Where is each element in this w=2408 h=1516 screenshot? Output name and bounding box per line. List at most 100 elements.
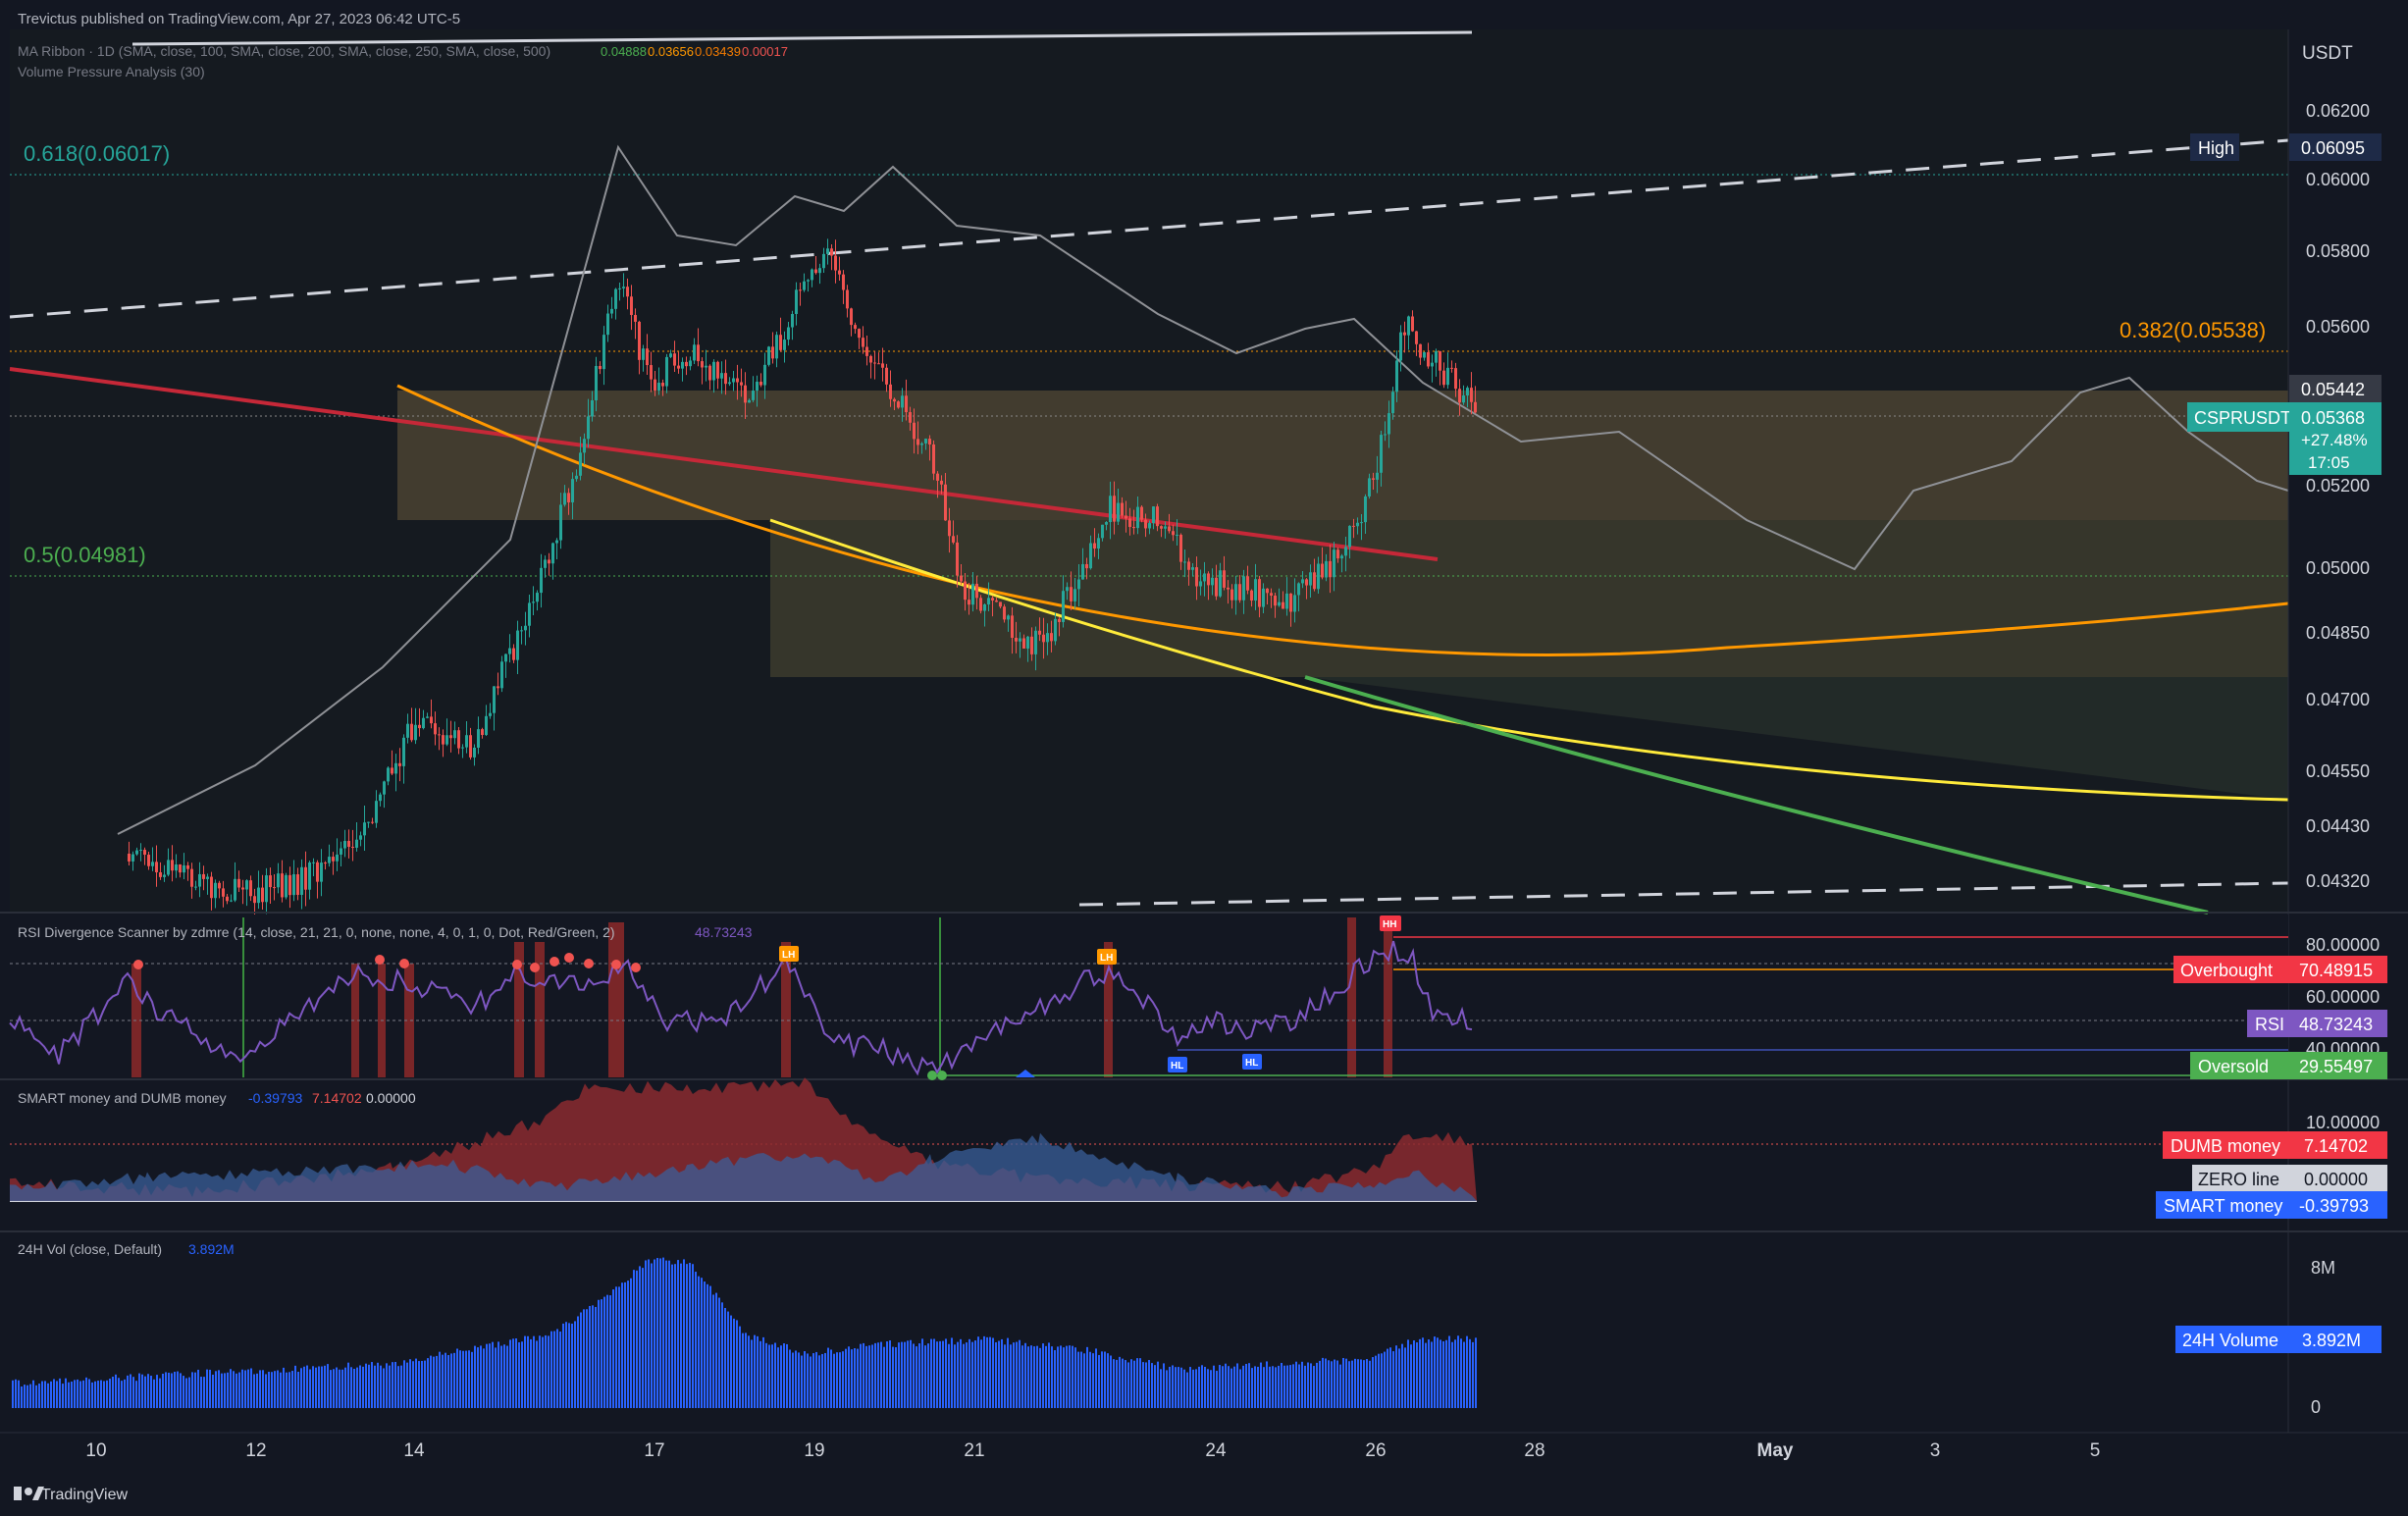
price-tick: 0.04320: [2306, 871, 2370, 891]
volume-bar: [330, 1370, 332, 1408]
candle-body: [614, 288, 617, 309]
volume-bar: [627, 1281, 629, 1408]
dashed-support-line: [1078, 881, 2289, 907]
candle-body: [1317, 563, 1320, 590]
candle-body: [968, 600, 970, 605]
volume-bar: [1148, 1360, 1150, 1408]
volume-bar: [1448, 1335, 1450, 1408]
candle-body: [1152, 506, 1155, 524]
smart-legend[interactable]: SMART money and DUMB money: [18, 1090, 227, 1106]
volume-bar: [515, 1337, 517, 1408]
candle-body: [732, 378, 735, 383]
candle-body: [669, 353, 672, 357]
candle-body: [1435, 350, 1438, 363]
time-tick: 5: [2090, 1440, 2101, 1461]
candle-body: [551, 543, 554, 564]
volume-bar: [191, 1372, 193, 1408]
volume-bar: [727, 1311, 729, 1408]
smart-money-pane[interactable]: [10, 1077, 2288, 1202]
volume-bar: [1013, 1342, 1015, 1408]
volume-bar: [1295, 1361, 1297, 1408]
volume-bar: [889, 1340, 891, 1408]
smart-badge: [2156, 1191, 2289, 1219]
volume-bar: [394, 1361, 396, 1408]
rsi-legend[interactable]: RSI Divergence Scanner by zdmre (14, clo…: [18, 924, 615, 940]
volume-bar: [1281, 1363, 1283, 1408]
candle-body: [1183, 561, 1186, 563]
volume-bar: [977, 1336, 979, 1408]
time-tick: 10: [85, 1440, 106, 1461]
volume-bar: [418, 1361, 420, 1408]
volume-bar: [200, 1377, 202, 1408]
volume-bar: [127, 1375, 129, 1408]
volume-bar: [830, 1349, 832, 1408]
volume-bar: [497, 1341, 499, 1408]
time-axis[interactable]: 10 12 14 17 19 21 24 26 28 May 3 5: [85, 1440, 2100, 1461]
volume-bar: [433, 1356, 435, 1408]
time-tick: 17: [644, 1440, 664, 1461]
candle-body: [693, 344, 696, 361]
price-axis[interactable]: USDT 0.06200 0.06000 0.05800 0.05600 0.0…: [2187, 29, 2382, 1433]
candle-body: [1019, 638, 1021, 642]
volume-bar: [1201, 1365, 1203, 1408]
ma-ribbon-legend[interactable]: MA Ribbon · 1D (SMA, close, 100, SMA, cl…: [18, 43, 550, 59]
volume-bar: [162, 1373, 164, 1408]
candle-body: [752, 391, 755, 400]
candle-body: [343, 840, 346, 849]
volume-bar: [1425, 1342, 1427, 1408]
volume-bar: [283, 1367, 285, 1408]
volume-bar: [1304, 1365, 1306, 1408]
candle-body: [1062, 591, 1065, 622]
volume-bar: [91, 1382, 93, 1408]
fib-5-label: 0.5(0.04981): [24, 543, 146, 567]
volume-bar: [362, 1366, 364, 1408]
price-tick: 0.04430: [2306, 816, 2370, 836]
candle-body: [595, 366, 598, 400]
candle-body: [932, 444, 935, 474]
candle-body: [1395, 360, 1398, 392]
candle-body: [744, 385, 747, 403]
candle-body: [457, 730, 460, 749]
volume-bar: [1387, 1348, 1388, 1408]
volume-bar: [598, 1299, 600, 1408]
dumb-label: DUMB money: [2171, 1136, 2280, 1156]
candle-body: [304, 866, 307, 890]
volume-bar: [1242, 1365, 1244, 1408]
tradingview-logo[interactable]: TradingView: [14, 1487, 128, 1503]
volume-bar: [639, 1266, 641, 1408]
candle-body: [1427, 351, 1430, 367]
candle-body: [131, 854, 134, 862]
volume-bar: [842, 1351, 844, 1408]
volume-bar: [892, 1346, 894, 1408]
vol-legend[interactable]: 24H Vol (close, Default): [18, 1241, 162, 1257]
volume-bar: [1269, 1366, 1271, 1408]
candle-body: [367, 821, 370, 823]
candle-body: [650, 365, 653, 380]
oversold-badge: [2190, 1052, 2289, 1079]
vpa-legend[interactable]: Volume Pressure Analysis (30): [18, 64, 205, 79]
volume-bar: [863, 1342, 864, 1408]
candle-body: [657, 383, 660, 391]
rsi-tick: 60.00000: [2306, 987, 2380, 1007]
candle-body: [500, 661, 503, 689]
volume-bar: [1348, 1361, 1350, 1408]
main-price-pane[interactable]: [9, 29, 2289, 916]
rsi-pane[interactable]: LH LH HH HL HL: [9, 915, 2288, 1080]
volume-bar: [1080, 1351, 1082, 1408]
candle-body: [387, 767, 390, 782]
candle-body: [622, 287, 625, 288]
candle-body: [179, 863, 182, 873]
volume-bar: [303, 1366, 305, 1408]
candle-body: [288, 874, 291, 896]
volume-bar: [839, 1352, 841, 1408]
volume-bar: [1434, 1336, 1436, 1408]
volume-bar: [618, 1286, 620, 1408]
volume-bar: [209, 1369, 211, 1408]
volume-bar: [1272, 1366, 1274, 1408]
candle-body: [222, 888, 225, 897]
volume-bar: [153, 1379, 155, 1408]
candle-body: [1470, 388, 1473, 402]
volume-bar: [1192, 1369, 1194, 1408]
candle-body: [1230, 589, 1233, 601]
